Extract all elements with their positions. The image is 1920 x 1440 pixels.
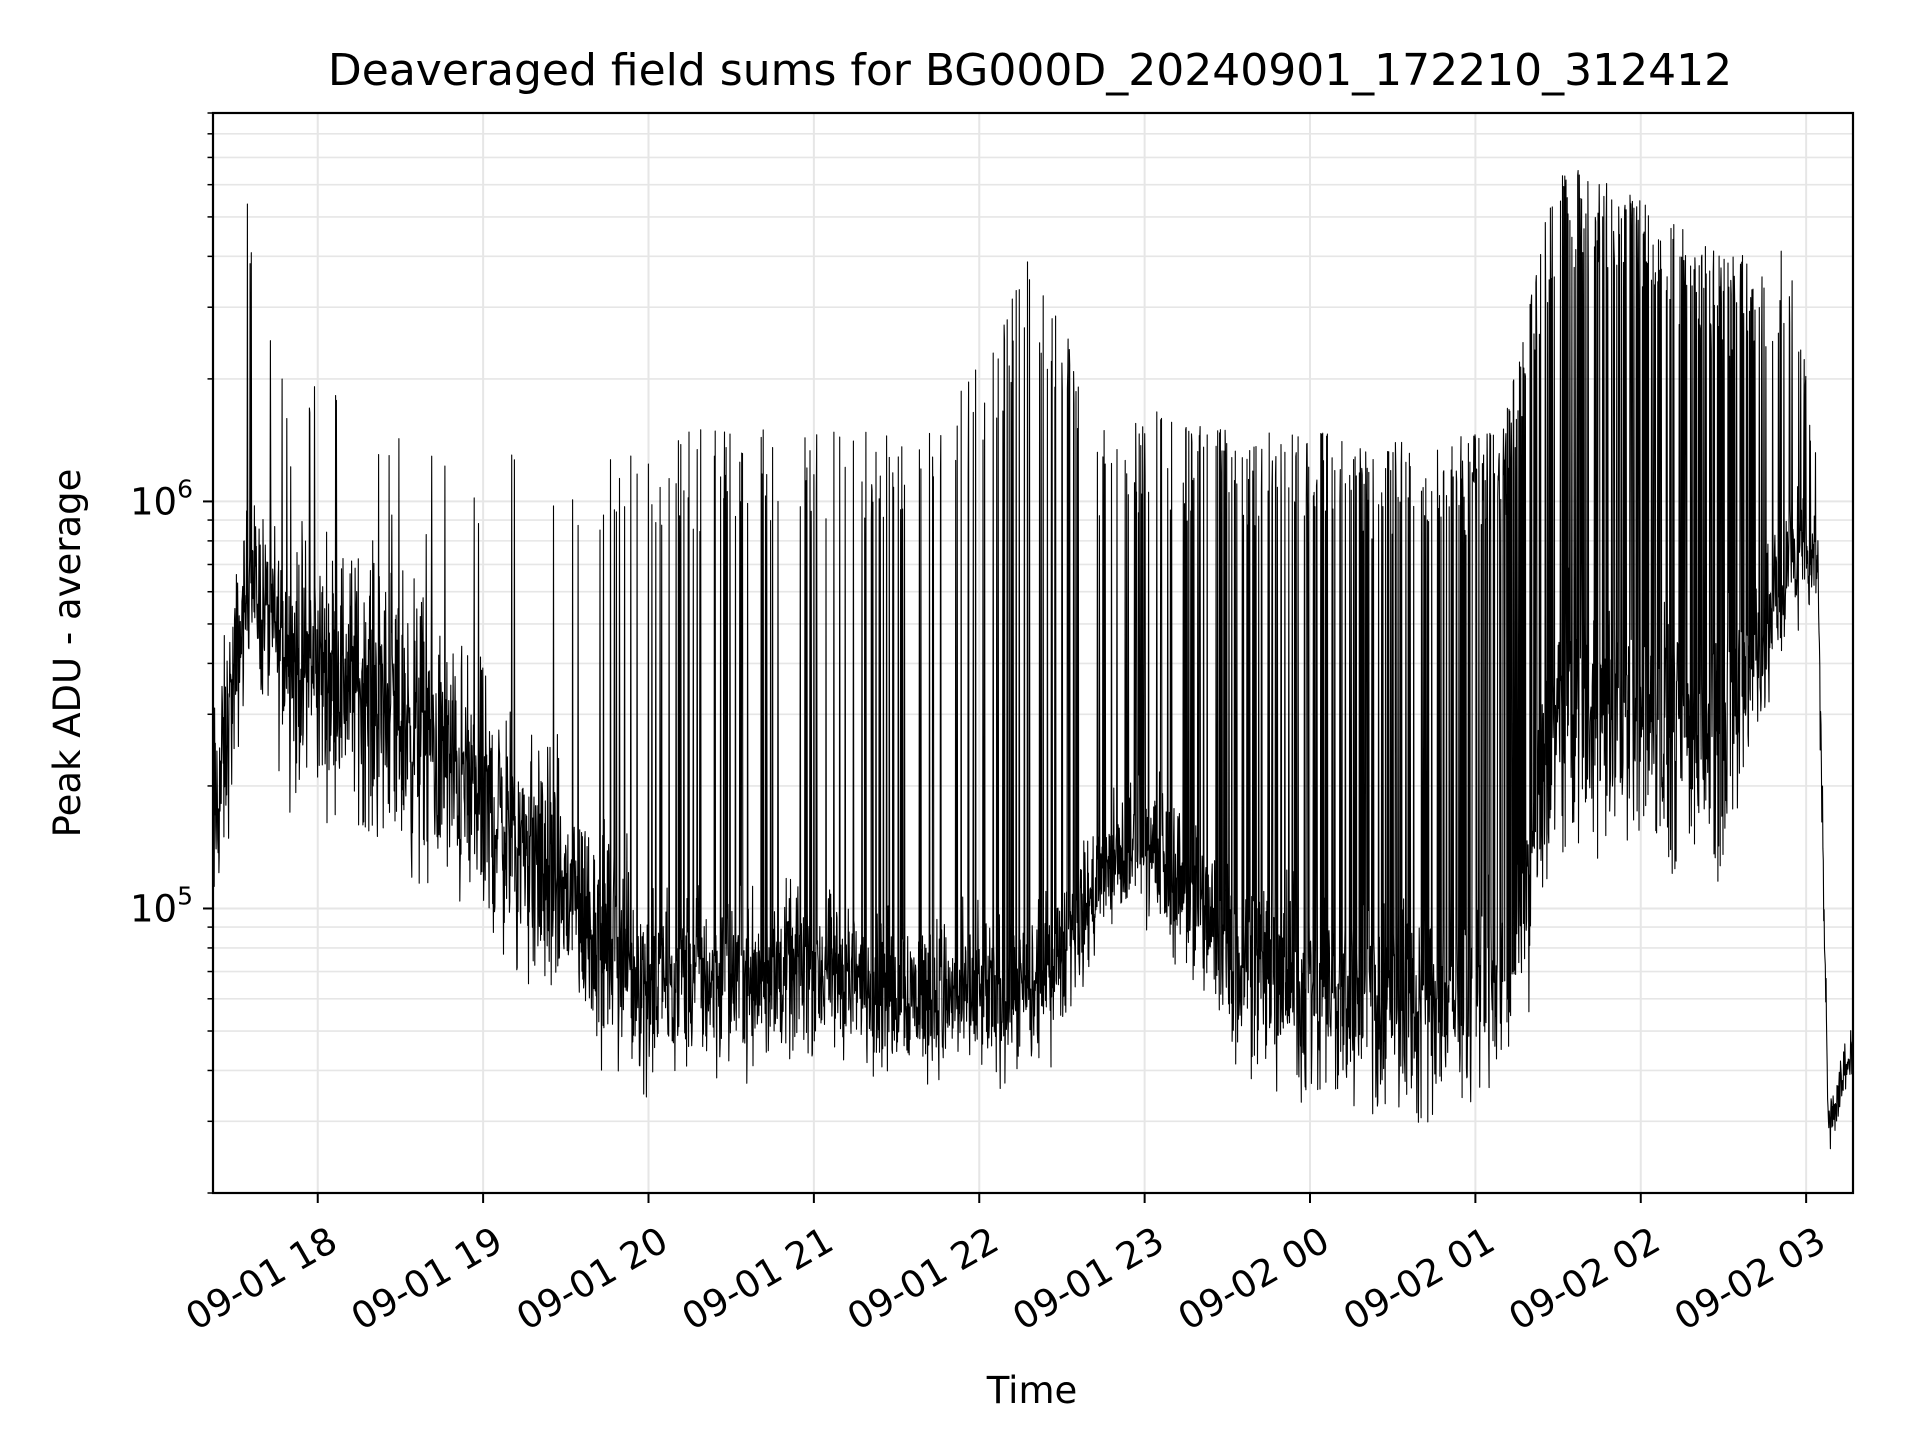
- series-layer: [212, 170, 1854, 1150]
- x-axis-label: Time: [986, 1369, 1078, 1412]
- y-axis-label: Peak ADU - average: [46, 469, 89, 838]
- series-line: [212, 170, 1854, 1150]
- y-tick-label: 105: [130, 881, 193, 930]
- y-axis: 105 106: [130, 112, 213, 1194]
- plot-frame: [211, 111, 1855, 1195]
- chart-title: Deaveraged field sums for BG000D_2024090…: [328, 45, 1732, 96]
- y-tick-label: 106: [130, 474, 193, 523]
